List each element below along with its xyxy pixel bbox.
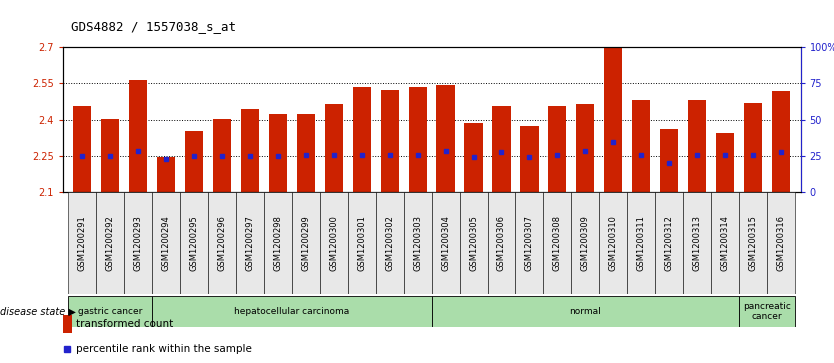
Bar [432,192,460,294]
Text: GSM1200305: GSM1200305 [469,215,478,271]
Text: GSM1200315: GSM1200315 [749,215,757,271]
Bar [264,192,292,294]
Bar [515,192,544,294]
Bar [96,192,124,294]
Bar [772,91,790,192]
Bar [711,192,739,294]
Bar [213,119,231,192]
Bar [492,106,510,192]
Bar [739,192,767,294]
Bar [63,315,72,333]
Text: hepatocellular carcinoma: hepatocellular carcinoma [234,307,349,316]
Bar [576,104,595,192]
Bar [404,192,432,294]
Text: GSM1200301: GSM1200301 [357,215,366,271]
Text: GSM1200310: GSM1200310 [609,215,618,271]
Bar [68,192,96,294]
Text: GSM1200308: GSM1200308 [553,215,562,271]
Text: GSM1200291: GSM1200291 [78,215,87,271]
Text: GSM1200302: GSM1200302 [385,215,394,271]
Bar [324,104,343,192]
Bar [744,103,762,192]
Text: GSM1200309: GSM1200309 [580,215,590,271]
Text: GDS4882 / 1557038_s_at: GDS4882 / 1557038_s_at [71,20,236,33]
Bar [683,192,711,294]
Bar [739,296,795,327]
Bar [380,90,399,192]
Bar [605,46,622,192]
Bar [544,192,571,294]
Text: GSM1200303: GSM1200303 [413,215,422,271]
Bar [241,109,259,192]
Bar [73,106,91,192]
Bar [269,114,287,192]
Bar [600,192,627,294]
Bar [716,133,734,192]
Text: GSM1200306: GSM1200306 [497,215,506,271]
Bar [124,192,152,294]
Bar [627,192,656,294]
Bar [297,114,315,192]
Text: gastric cancer: gastric cancer [78,307,143,316]
Text: GSM1200298: GSM1200298 [274,215,283,271]
Bar [185,131,203,192]
Bar [348,192,375,294]
Bar [409,87,427,192]
Bar [436,85,455,192]
Text: transformed count: transformed count [76,319,173,330]
Text: GSM1200313: GSM1200313 [693,215,701,271]
Text: GSM1200311: GSM1200311 [637,215,646,271]
Bar [656,192,683,294]
Bar [465,123,483,192]
Bar [236,192,264,294]
Bar [152,296,432,327]
Bar [208,192,236,294]
Bar [292,192,319,294]
Bar [460,192,488,294]
Text: GSM1200304: GSM1200304 [441,215,450,271]
Text: GSM1200312: GSM1200312 [665,215,674,271]
Text: GSM1200297: GSM1200297 [245,215,254,271]
Bar [432,296,739,327]
Text: GSM1200307: GSM1200307 [525,215,534,271]
Bar [632,101,651,192]
Text: GSM1200296: GSM1200296 [218,215,226,271]
Text: GSM1200295: GSM1200295 [189,215,198,271]
Text: GSM1200316: GSM1200316 [776,215,786,271]
Bar [152,192,180,294]
Text: disease state ▶: disease state ▶ [0,306,76,316]
Bar [571,192,600,294]
Bar [101,119,119,192]
Text: GSM1200293: GSM1200293 [133,215,143,271]
Bar [157,157,175,192]
Text: GSM1200300: GSM1200300 [329,215,339,271]
Text: normal: normal [570,307,601,316]
Bar [353,87,371,192]
Bar [68,296,152,327]
Bar [548,106,566,192]
Bar [688,101,706,192]
Bar [767,192,795,294]
Text: pancreatic
cancer: pancreatic cancer [743,302,791,321]
Bar [661,130,678,192]
Text: GSM1200299: GSM1200299 [301,215,310,271]
Bar [180,192,208,294]
Text: GSM1200294: GSM1200294 [162,215,170,271]
Bar [488,192,515,294]
Bar [319,192,348,294]
Bar [520,126,539,192]
Bar [129,80,147,192]
Text: GSM1200314: GSM1200314 [721,215,730,271]
Bar [375,192,404,294]
Text: percentile rank within the sample: percentile rank within the sample [76,344,252,354]
Text: GSM1200292: GSM1200292 [106,215,114,271]
